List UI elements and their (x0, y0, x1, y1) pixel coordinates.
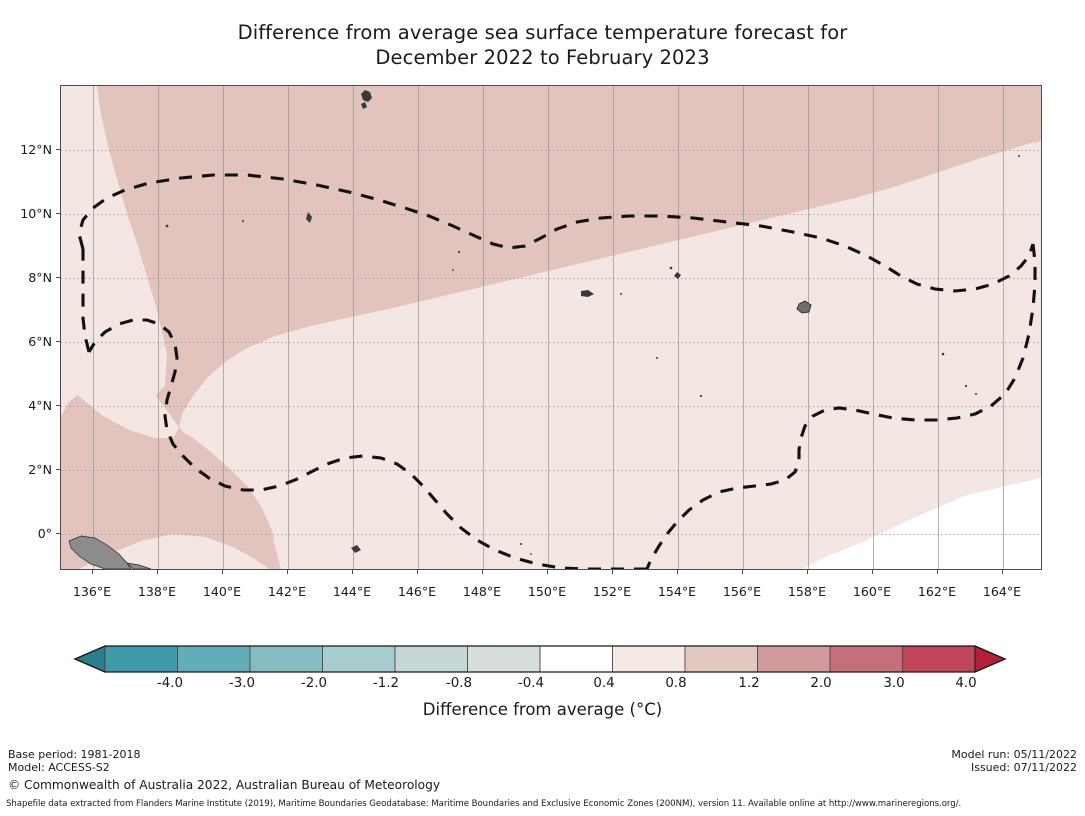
x-axis-label-148e: 148°E (462, 584, 502, 599)
x-tick-mark (352, 570, 353, 574)
y-tick-mark (56, 469, 60, 470)
x-tick-mark (157, 570, 158, 574)
x-axis-label-142e: 142°E (267, 584, 307, 599)
colorbar-tick-neg40: -4.0 (156, 676, 184, 691)
x-axis-label-138e: 138°E (137, 584, 177, 599)
x-tick-mark (287, 570, 288, 574)
x-axis-label-140e: 140°E (202, 584, 242, 599)
y-axis-label-8n: 8°N (28, 270, 52, 285)
colorbar-tick-pos40: 4.0 (955, 676, 977, 691)
title-line-2: December 2022 to February 2023 (375, 46, 710, 69)
y-tick-mark (56, 213, 60, 214)
y-tick-mark (56, 341, 60, 342)
x-tick-mark (937, 570, 938, 574)
x-tick-mark (677, 570, 678, 574)
map-container (56, 85, 1042, 574)
x-tick-mark (482, 570, 483, 574)
x-tick-mark (92, 570, 93, 574)
x-tick-mark (1002, 570, 1003, 574)
x-axis-label-144e: 144°E (332, 584, 372, 599)
y-axis-label-0: 0° (37, 526, 52, 541)
page-title: Difference from average sea surface temp… (0, 20, 1085, 70)
colorbar-swatches (73, 645, 1007, 673)
colorbar-tick-neg08: -0.8 (445, 676, 473, 691)
x-tick-mark (612, 570, 613, 574)
x-axis-label-164e: 164°E (982, 584, 1022, 599)
y-tick-mark (56, 405, 60, 406)
colorbar-tick-neg04: -0.4 (517, 676, 545, 691)
x-tick-mark (547, 570, 548, 574)
issued-text: Issued: 07/11/2022 (970, 761, 1077, 775)
colorbar-title: Difference from average (°C) (422, 700, 663, 719)
colorbar-tick-pos20: 2.0 (810, 676, 832, 691)
copyright-text: © Commonwealth of Australia 2022, Austra… (8, 777, 441, 792)
y-axis-label-4n: 4°N (28, 398, 52, 413)
colorbar-tick-neg20: -2.0 (300, 676, 328, 691)
x-axis-label-136e: 136°E (72, 584, 112, 599)
x-tick-mark (222, 570, 223, 574)
x-tick-mark (417, 570, 418, 574)
title-line-1: Difference from average sea surface temp… (237, 21, 848, 44)
colorbar-tick-neg12: -1.2 (372, 676, 400, 691)
y-axis-label-2n: 2°N (28, 462, 52, 477)
attribution-text: Shapefile data extracted from Flanders M… (6, 799, 962, 809)
colorbar-tick-pos12: 1.2 (738, 676, 760, 691)
y-axis-label-12n: 12°N (20, 142, 52, 157)
x-axis-label-160e: 160°E (852, 584, 892, 599)
x-axis-label-156e: 156°E (722, 584, 762, 599)
x-tick-mark (872, 570, 873, 574)
y-axis-label-6n: 6°N (28, 334, 52, 349)
colorbar-tick-pos30: 3.0 (883, 676, 905, 691)
base-period-text: Base period: 1981-2018 (8, 748, 141, 761)
map-frame (60, 85, 1042, 570)
x-axis-label-150e: 150°E (527, 584, 567, 599)
y-tick-mark (56, 149, 60, 150)
footer-right: Model run: 05/11/2022 Issued: 07/11/2022 (951, 748, 1077, 775)
x-tick-mark (742, 570, 743, 574)
y-axis-label-10n: 10°N (20, 206, 52, 221)
colorbar-tick-pos04: 0.4 (593, 676, 615, 691)
model-text: Model: ACCESS-S2 (8, 761, 110, 775)
x-axis-label-152e: 152°E (592, 584, 632, 599)
x-axis-label-158e: 158°E (787, 584, 827, 599)
model-run-text: Model run: 05/11/2022 (951, 748, 1077, 761)
x-axis-label-154e: 154°E (657, 584, 697, 599)
footer-left: Base period: 1981-2018 Model: ACCESS-S2 … (8, 748, 440, 792)
colorbar: -4.0 -3.0 -2.0 -1.2 -0.8 -0.4 0.4 0.8 1.… (0, 640, 1085, 740)
y-tick-mark (56, 277, 60, 278)
colorbar-tick-neg30: -3.0 (228, 676, 256, 691)
y-tick-mark (56, 533, 60, 534)
map-canvas (61, 86, 1041, 569)
x-tick-mark (807, 570, 808, 574)
x-axis-label-146e: 146°E (397, 584, 437, 599)
x-axis-label-162e: 162°E (917, 584, 957, 599)
colorbar-tick-pos08: 0.8 (665, 676, 687, 691)
